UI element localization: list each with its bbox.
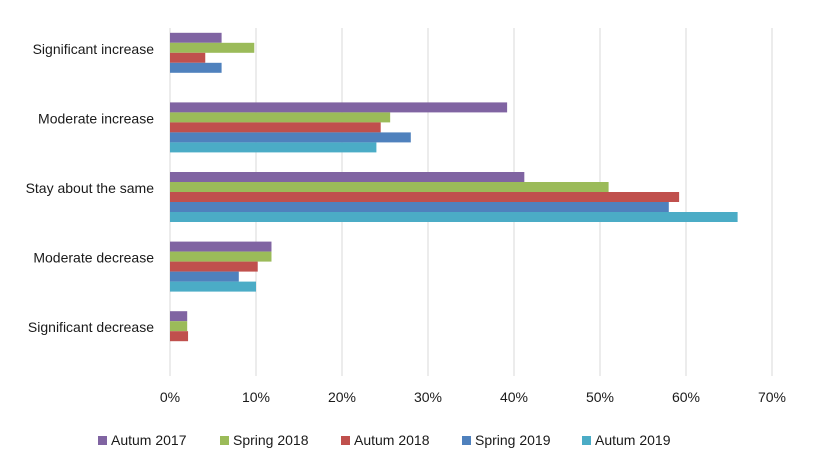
bar <box>170 311 188 322</box>
legend-label: Autum 2019 <box>595 432 671 448</box>
x-tick-label: 40% <box>500 389 528 405</box>
legend-swatch <box>462 436 471 445</box>
bar <box>170 271 239 282</box>
bar <box>170 112 391 123</box>
category-label: Significant decrease <box>28 319 154 335</box>
x-tick-label: 10% <box>242 389 270 405</box>
bar <box>170 142 377 153</box>
bar <box>170 251 272 262</box>
legend-label: Autum 2018 <box>354 432 430 448</box>
x-tick-label: 30% <box>414 389 442 405</box>
bar <box>170 331 189 342</box>
category-labels: Significant increase Moderate increase Sta… <box>26 41 155 335</box>
bar <box>170 172 525 182</box>
bar <box>170 202 669 212</box>
x-tick-label: 0% <box>160 389 180 405</box>
category-label: Stay about the same <box>26 180 155 196</box>
legend-label: Spring 2019 <box>475 432 551 448</box>
x-tick-label: 70% <box>758 389 786 405</box>
legend-swatch <box>341 436 350 445</box>
x-tick-label: 50% <box>586 389 614 405</box>
x-tick-label: 20% <box>328 389 356 405</box>
legend-label: Autum 2017 <box>111 432 187 448</box>
bar <box>170 212 738 222</box>
legend-swatch <box>98 436 107 445</box>
bar <box>170 132 411 143</box>
legend-swatch <box>582 436 591 445</box>
bar <box>170 182 609 192</box>
bar <box>170 32 222 43</box>
category-label: Moderate increase <box>38 110 154 126</box>
bar <box>170 42 255 53</box>
bar <box>170 281 256 292</box>
bar <box>170 321 188 332</box>
bar <box>170 241 272 252</box>
bar <box>170 261 258 272</box>
bars <box>170 32 738 342</box>
category-label: Moderate decrease <box>33 250 154 266</box>
legend-label: Spring 2018 <box>233 432 309 448</box>
legend: Autum 2017 Spring 2018 Autum 2018 Spring 20… <box>98 432 671 448</box>
legend-swatch <box>220 436 229 445</box>
x-tick-label: 60% <box>672 389 700 405</box>
bar <box>170 192 680 202</box>
bar <box>170 62 222 73</box>
bar <box>170 102 508 113</box>
category-label: Significant increase <box>33 41 155 57</box>
bar <box>170 52 206 63</box>
bar <box>170 122 381 133</box>
x-tick-labels: 0% 10% 20% 30% 40% 50% 60% 70% <box>160 389 786 405</box>
